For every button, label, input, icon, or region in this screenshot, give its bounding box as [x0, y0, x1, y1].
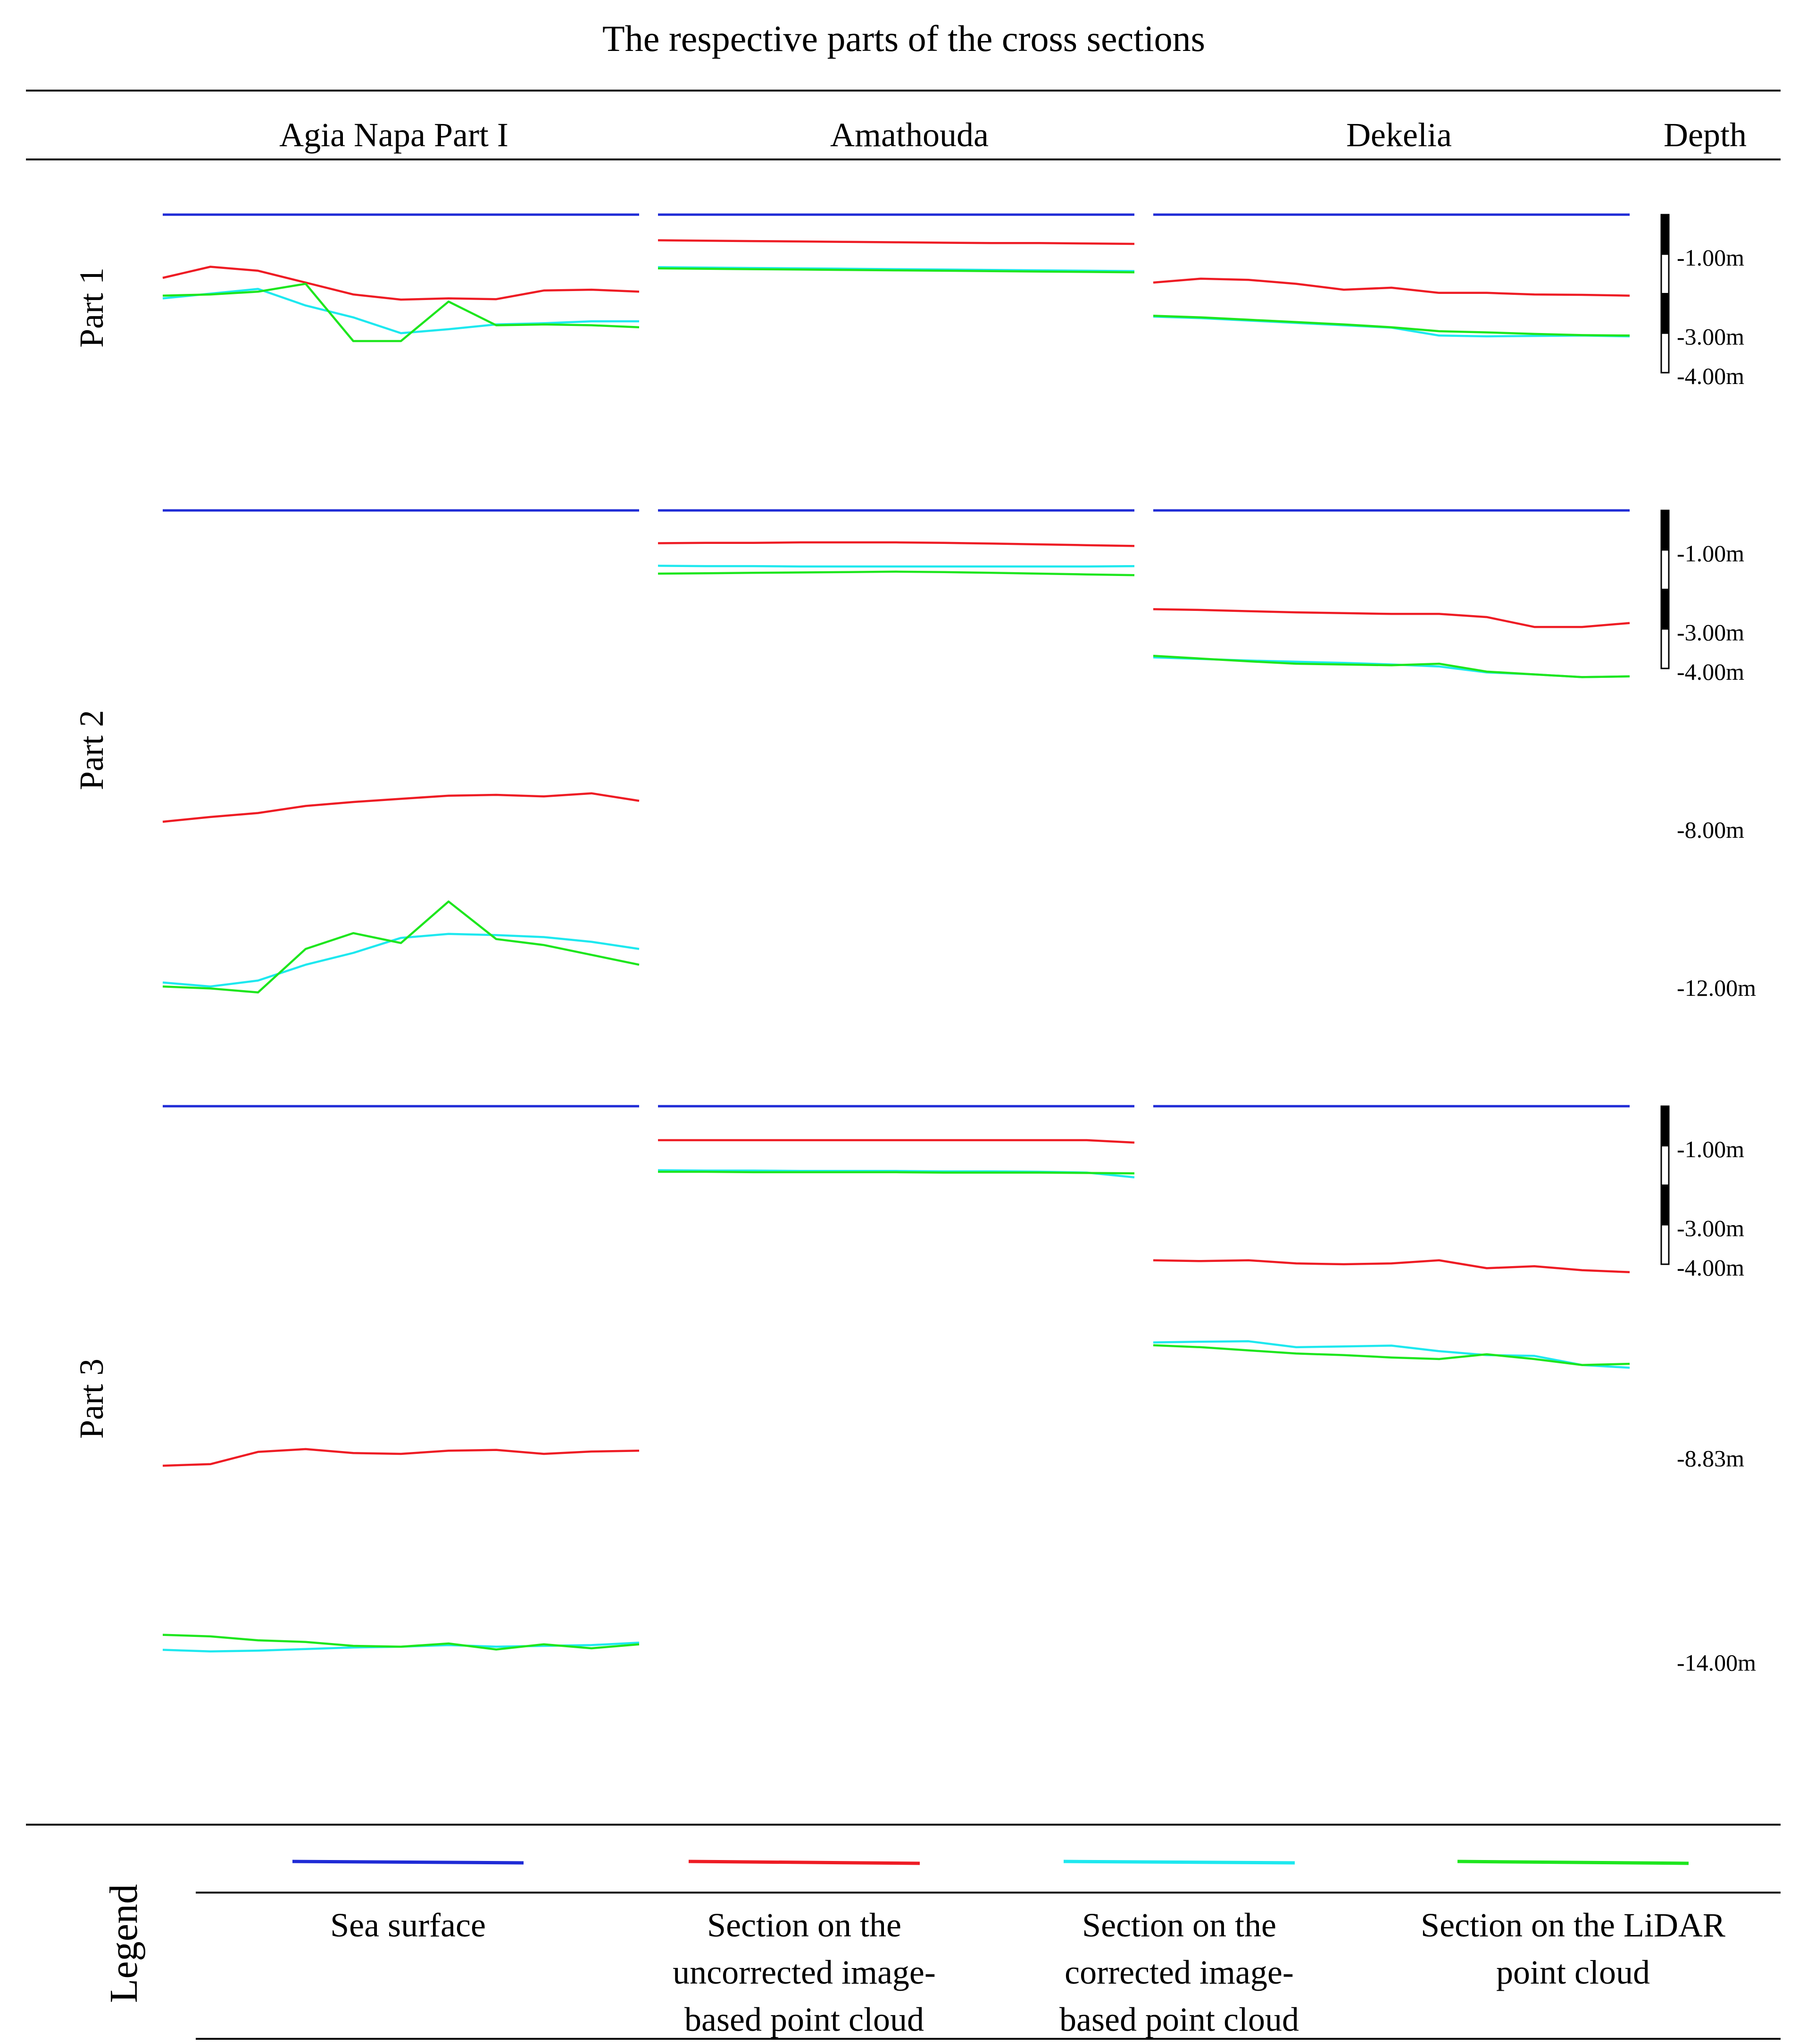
series-line-uncorrected-part2-amathouda: [658, 541, 1135, 547]
legend: Sea surface Section on the uncorrected ima…: [292, 1860, 1725, 2038]
legend-swatch-sea: [292, 1860, 524, 1865]
legend-label-lidar: point cloud: [1496, 1953, 1650, 1991]
legend-label-uncorrected: uncorrected image-: [673, 1953, 936, 1991]
depth-scales: -1.00m -3.00m -4.00m -1.00m -3.00m -4.00m -8.0…: [1660, 214, 1756, 1676]
depth-scale-segment: [1660, 1185, 1670, 1226]
legend-label-uncorrected: based point cloud: [684, 2001, 924, 2038]
series-line-uncorrected-part3-agia-napa-part-i: [162, 1448, 640, 1467]
legend-label-sea: Sea surface: [330, 1906, 486, 1944]
column-header-amathouda: Amathouda: [830, 116, 989, 154]
series-line-corrected-part1-amathouda: [658, 266, 1135, 273]
series-line-lidar-part1-amathouda: [658, 267, 1135, 274]
cross-section-plots: [162, 213, 1630, 1653]
chart-title: The respective parts of the cross sectio…: [602, 18, 1205, 59]
series-line-uncorrected-part1-amathouda: [658, 239, 1135, 245]
row-label-part-1: Part 1: [73, 267, 110, 348]
depth-scale-segment: [1660, 509, 1670, 551]
depth-tick-label: -4.00m: [1677, 363, 1744, 389]
legend-label-lidar: Section on the LiDAR: [1421, 1906, 1725, 1944]
legend-label-corrected: based point cloud: [1059, 2001, 1299, 2038]
depth-scale-segment: [1660, 589, 1670, 630]
depth-tick-label: -3.00m: [1677, 323, 1744, 350]
series-line-uncorrected-part3-amathouda: [658, 1139, 1135, 1144]
legend-swatch-lidar: [1457, 1860, 1689, 1865]
column-header-depth: Depth: [1664, 116, 1747, 154]
series-line-lidar-part3-agia-napa-part-i: [162, 1634, 640, 1651]
series-line-lidar-part2-dekelia: [1153, 654, 1630, 678]
series-line-lidar-part2-agia-napa-part-i: [162, 900, 640, 994]
row-label-part-3: Part 3: [73, 1359, 110, 1439]
depth-tick-label: -1.00m: [1677, 244, 1744, 271]
depth-tick-label: -1.00m: [1677, 540, 1744, 567]
legend-swatch-uncorrected: [688, 1860, 920, 1865]
series-line-lidar-part3-amathouda: [658, 1170, 1135, 1175]
legend-label-uncorrected: Section on the: [707, 1906, 901, 1944]
depth-scale-segment: [1660, 628, 1670, 669]
series-line-uncorrected-part2-dekelia: [1153, 608, 1630, 628]
series-line-uncorrected-part2-agia-napa-part-i: [162, 792, 640, 823]
series-line-corrected-part3-dekelia: [1153, 1340, 1630, 1369]
legend-label-corrected: corrected image-: [1065, 1953, 1294, 1991]
depth-tick-label: -3.00m: [1677, 619, 1744, 645]
depth-tick-label: -8.83m: [1677, 1445, 1744, 1472]
series-line-uncorrected-part1-dekelia: [1153, 277, 1630, 297]
legend-label: Legend: [102, 1884, 146, 2003]
series-line-uncorrected-part1-agia-napa-part-i: [162, 266, 640, 301]
series-line-corrected-part1-agia-napa-part-i: [162, 288, 639, 334]
series-line-lidar-part1-agia-napa-part-i: [162, 283, 640, 342]
depth-scale-segment: [1660, 332, 1670, 374]
depth-scale-segment: [1660, 214, 1670, 255]
depth-tick-label: -8.00m: [1677, 817, 1744, 843]
depth-tick-label: -1.00m: [1677, 1136, 1744, 1162]
depth-tick-label: -14.00m: [1677, 1650, 1756, 1676]
series-line-corrected-part2-agia-napa-part-i: [162, 933, 640, 988]
series-line-lidar-part3-dekelia: [1153, 1344, 1630, 1366]
depth-scale-segment: [1660, 253, 1670, 294]
series-line-uncorrected-part3-dekelia: [1153, 1259, 1630, 1274]
legend-swatch-corrected: [1063, 1860, 1295, 1865]
depth-scale-segment: [1660, 293, 1670, 334]
depth-scale-segment: [1660, 1224, 1670, 1265]
depth-scale-segment: [1660, 1145, 1670, 1186]
legend-label-corrected: Section on the: [1082, 1906, 1276, 1944]
series-line-lidar-part2-amathouda: [658, 570, 1135, 576]
depth-tick-label: -4.00m: [1677, 659, 1744, 685]
depth-tick-label: -12.00m: [1677, 975, 1756, 1001]
row-label-part-2: Part 2: [73, 710, 110, 790]
series-line-lidar-part1-dekelia: [1153, 315, 1630, 337]
depth-scale-segment: [1660, 1105, 1670, 1147]
depth-tick-label: -3.00m: [1677, 1215, 1744, 1241]
depth-tick-label: -4.00m: [1677, 1254, 1744, 1281]
depth-scale-segment: [1660, 549, 1670, 590]
series-line-corrected-part2-amathouda: [658, 565, 1135, 568]
column-header-agia-napa: Agia Napa Part I: [279, 116, 508, 154]
column-header-dekelia: Dekelia: [1346, 116, 1452, 154]
